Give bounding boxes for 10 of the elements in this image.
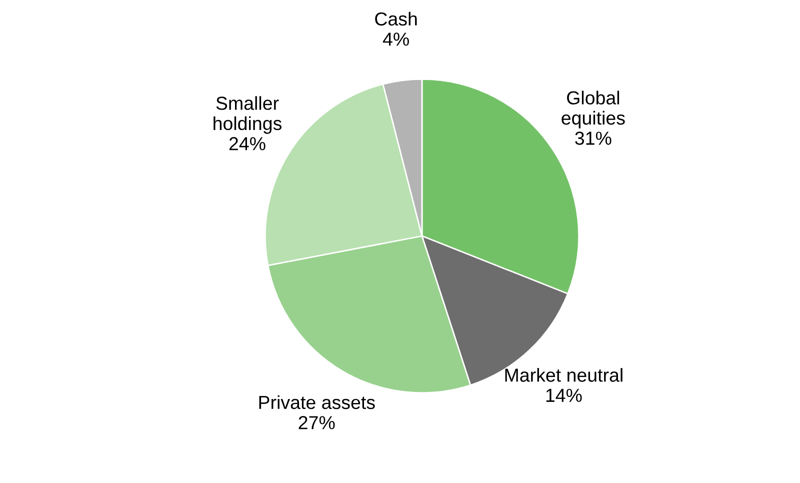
data-label: 24% xyxy=(229,137,266,150)
data-label: 31% xyxy=(575,132,612,145)
data-label: 14% xyxy=(546,388,582,402)
data-label: 27% xyxy=(298,416,335,430)
data-label: 4% xyxy=(382,32,409,46)
slice-label: Private assets xyxy=(259,395,375,410)
slice-label: Market neutral xyxy=(505,368,622,382)
slice-label: Smaller holdings xyxy=(214,96,282,134)
slice-label: Cash xyxy=(375,12,417,26)
slice-label: Global equities xyxy=(562,90,625,128)
